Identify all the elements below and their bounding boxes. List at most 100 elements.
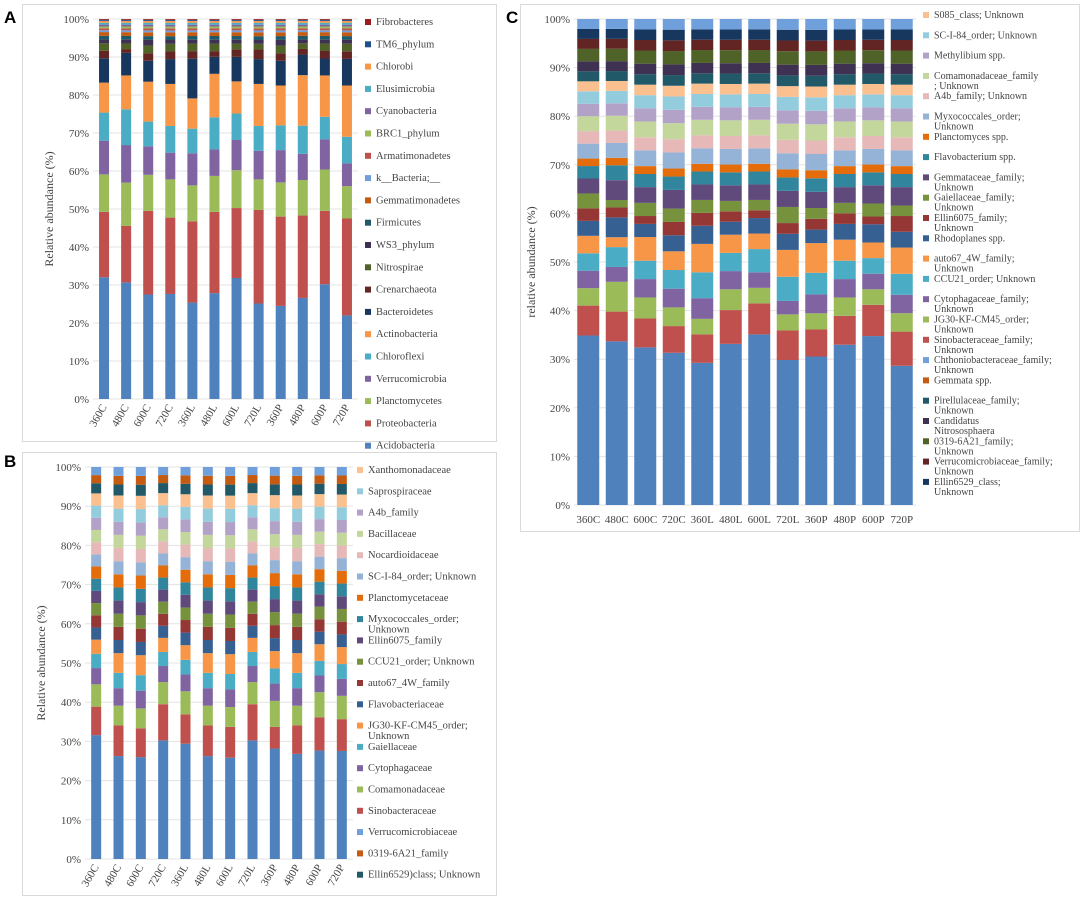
bar-segment-a4b-family-unknown	[577, 131, 600, 144]
bar-segment-auto67-4w-family	[202, 626, 213, 641]
bar-segment-chlorobi	[143, 20, 154, 23]
bar-segment-proteobacteria	[275, 216, 286, 306]
bar-segment-fibrobacteres	[231, 19, 242, 20]
bar-segment-nocardioidaceae	[180, 544, 191, 558]
bar-segment-sc-i-84-order-unknown	[719, 94, 742, 108]
bar-segment-ccu21-order-unknown	[314, 606, 325, 620]
y-tick-label: 20%	[69, 318, 89, 330]
bar-segment-sinobacteraceae	[292, 725, 303, 754]
legend-swatch-a4b-family-unknown	[923, 93, 929, 100]
bar-segment-bacillaceae	[336, 532, 347, 546]
bar-segment-ellin6529-class-unknown	[634, 29, 657, 41]
bar-segment-sc-i-84-order-unknown	[113, 561, 124, 575]
bar-segment-cytophagaceae	[247, 666, 258, 683]
bar-segment-sinobacteraceae	[135, 728, 146, 758]
bar-segment-verrucomicrobia	[319, 139, 330, 170]
bar-segment-candidatus-nitrososphaera	[691, 62, 714, 74]
bar-segment-gaiellaceae	[158, 651, 169, 667]
bar-segment-brc1-phylum	[99, 26, 110, 29]
legend-swatch-ccu21-order-unknown	[923, 275, 929, 282]
bar-segment-ellin6529-class-unknown	[719, 29, 742, 40]
legend-label-armatimonadetes: Armatimonadetes	[376, 151, 451, 162]
legend-label-cyanobacteria: Cyanobacteria	[376, 106, 437, 117]
bar-segment-cytophagaceae	[314, 675, 325, 693]
bar-segment-chlorobi	[297, 20, 308, 23]
bar-segment-cytophagaceae	[91, 668, 102, 685]
bar-segment-chlorobi	[341, 20, 352, 23]
legend-label-nitrospirae: Nitrospirae	[376, 262, 424, 273]
legend-label-gaiellaceae: Gaiellaceae	[368, 742, 417, 753]
bar-segment-brc1-phylum	[297, 26, 308, 29]
bar-segment-k-bacteria	[121, 30, 132, 33]
legend-swatch-verrucomicrobia	[365, 375, 371, 382]
legend-label-sc-i-84-order-unknown: SC-I-84_order; Unknown	[934, 30, 1037, 41]
bar-segment-ellin6075-family-unknown	[748, 210, 771, 219]
legend-swatch-firmicutes	[365, 219, 371, 226]
bar-segment-myxococcales-order-unknown	[605, 142, 628, 158]
legend-label-comamonadaceae-family-unknown: Comamonadaceae_family; Unknown	[934, 71, 1038, 92]
bar-segment-flavobacterium-spp	[890, 173, 913, 188]
bar-segment-xanthomonadaceae	[135, 495, 146, 510]
bar-segment-jg30-kf-cm45-order-unknown	[269, 651, 280, 669]
bar-segment-ellin6529-class-unknown	[776, 29, 799, 41]
bar-segment-armatimonadetes	[341, 28, 352, 31]
bar-segment-a4b-family	[135, 522, 146, 536]
bar-segment-verrucomicrobia	[253, 150, 264, 180]
bar-segment-jg30-kf-cm45-order-unknown	[634, 297, 657, 319]
bar-segment-chloroflexi	[341, 136, 352, 164]
bar-segment-jg30-kf-cm45-order-unknown	[805, 313, 828, 330]
bar-segment-0319-6a21-family-unknown	[719, 50, 742, 64]
bar-segment-comamonadaceae-family-unknown	[691, 119, 714, 136]
y-tick-label: 0%	[66, 854, 81, 866]
bar-segment-sinobacteraceae-family-unknown	[662, 326, 685, 353]
bar-segment-rhodoplanes-spp	[862, 224, 885, 243]
bar-segment-planctomycetaceae	[292, 574, 303, 588]
bar-segment-flavobacteriaceae	[180, 632, 191, 646]
bar-segment-comamonadaceae-family-unknown	[776, 123, 799, 140]
bar-segment-xanthomonadaceae	[225, 495, 236, 509]
legend-swatch-a4b-family	[357, 509, 363, 516]
bar-segment-saprospiraceae	[202, 508, 213, 522]
bar-segment-myxococcales-order-unknown	[890, 150, 913, 167]
bar-segment-acidobacteria	[253, 303, 264, 399]
bar-segment-verrucomicrobiaceae	[292, 467, 303, 476]
bar-segment-other	[748, 334, 771, 505]
bar-segment-firmicutes	[297, 35, 308, 40]
bar-segment-candidatus-nitrososphaera	[805, 64, 828, 76]
bar-segment-ccu21-order-unknown	[180, 607, 191, 621]
bar-segment-auto67-4w-family-unknown	[605, 237, 628, 248]
bar-segment-ellin6529-class-unknown	[269, 484, 280, 496]
bar-segment-planctomyces-spp	[805, 170, 828, 179]
bar-segment-sinobacteraceae	[158, 704, 169, 741]
bar-segment-xanthomonadaceae	[113, 495, 124, 509]
bar-segment-other	[292, 753, 303, 859]
bar-segment-ellin6075-family-unknown	[634, 216, 657, 224]
bar-segment-sinobacteraceae-family-unknown	[748, 303, 771, 335]
bar-segment-jg30-kf-cm45-order-unknown	[862, 289, 885, 305]
bar-segment-verrucomicrobiaceae-family-unknown	[634, 40, 657, 51]
bar-segment-gemmatimonadetes	[253, 32, 264, 37]
legend-swatch-verrucomicrobiaceae	[357, 829, 363, 836]
bar-segment-sc-i-84-order-unknown	[833, 95, 856, 109]
x-tick-label: 720P	[331, 403, 353, 429]
bar-segment-ws3-phylum	[143, 39, 154, 46]
bar-segment-verrucomicrobia	[121, 145, 132, 183]
bar-segment-planctomycetaceae	[336, 570, 347, 584]
bar-segment-myxococcales-order-unknown	[180, 582, 191, 595]
legend-swatch-auto67-4w-family	[357, 680, 363, 686]
bar-segment-jg30-kf-cm45-order-unknown	[691, 318, 714, 335]
bar-segment-0319-6a21-family-unknown	[805, 51, 828, 65]
bar-segment-s085-class-unknown	[805, 86, 828, 98]
bar-segment-bacillaceae	[247, 529, 258, 542]
bar-segment-ws3-phylum	[121, 39, 132, 44]
bar-segment-comamonadaceae	[158, 682, 169, 705]
bar-segment-armatimonadetes	[297, 28, 308, 31]
y-tick-label: 100%	[55, 462, 81, 474]
bar-segment-fibrobacteres	[297, 19, 308, 20]
bar-segment-jg30-kf-cm45-order-unknown	[776, 314, 799, 331]
legend-swatch-tm6-phylum	[365, 41, 371, 48]
bar-segment-proteobacteria	[319, 210, 330, 285]
bar-segment-comamonadaceae	[269, 700, 280, 727]
bar-segment-chloroflexi	[143, 121, 154, 147]
bar-segment-rhodoplanes-spp	[805, 229, 828, 244]
